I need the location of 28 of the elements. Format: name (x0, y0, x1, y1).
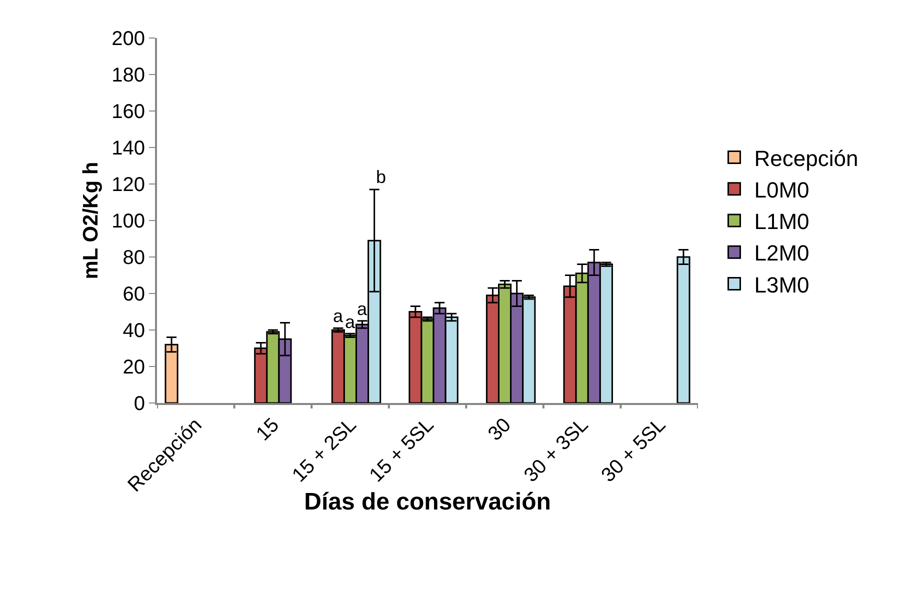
annotation: a (333, 306, 344, 326)
y-tick-label: 200 (112, 28, 145, 50)
annotation: a (345, 312, 356, 332)
y-tick-label: 180 (112, 64, 145, 86)
y-tick-label: 160 (112, 101, 145, 123)
legend-label: Recepción (754, 146, 858, 171)
y-tick-label: 120 (112, 174, 145, 196)
x-tick-label: 30 + 3SL (520, 414, 593, 487)
x-tick-label: 30 + 5SL (597, 414, 670, 487)
y-tick-label: 0 (134, 393, 145, 415)
annotation: b (376, 167, 386, 187)
x-tick-label: 15 + 5SL (366, 414, 438, 487)
x-axis-title: Días de conservación (304, 488, 551, 516)
legend-label: L0M0 (754, 177, 810, 202)
y-tick-label: 140 (112, 138, 145, 160)
y-axis-title: mL O2/Kg h (79, 162, 102, 280)
legend-label: L3M0 (754, 272, 810, 298)
y-tick-label: 80 (122, 247, 145, 269)
legend-label: L2M0 (754, 240, 810, 266)
annotation: a (357, 299, 368, 319)
legend-label: L1M0 (754, 209, 810, 234)
y-tick-label: 20 (122, 356, 145, 378)
x-tick-label: 30 (484, 414, 516, 446)
y-tick-label: 40 (122, 320, 145, 342)
y-tick-label: 100 (112, 210, 145, 232)
x-tick-label: 15 (252, 414, 284, 446)
y-tick-label: 60 (122, 284, 145, 306)
x-tick-label: 15 + 2SL (288, 414, 361, 487)
